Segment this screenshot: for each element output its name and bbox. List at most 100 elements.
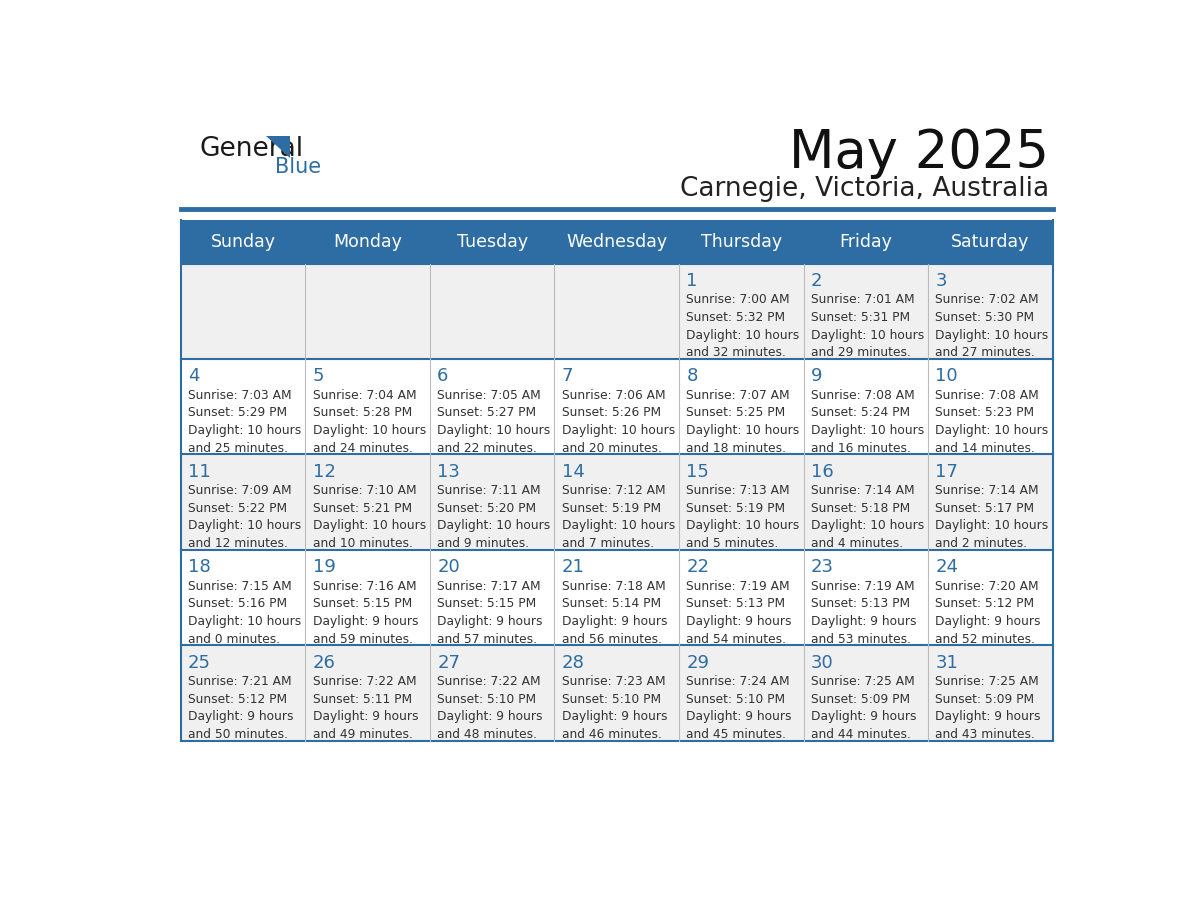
Text: Sunset: 5:31 PM: Sunset: 5:31 PM — [811, 311, 910, 324]
Text: Sunset: 5:09 PM: Sunset: 5:09 PM — [935, 692, 1035, 706]
FancyBboxPatch shape — [181, 454, 1053, 550]
Text: 2: 2 — [811, 272, 822, 290]
Text: 4: 4 — [188, 367, 200, 386]
Text: Sunrise: 7:07 AM: Sunrise: 7:07 AM — [687, 388, 790, 402]
Text: 10: 10 — [935, 367, 958, 386]
Text: Thursday: Thursday — [701, 232, 782, 251]
Text: 31: 31 — [935, 654, 959, 672]
Text: Sunset: 5:12 PM: Sunset: 5:12 PM — [188, 692, 287, 706]
Text: Daylight: 9 hours: Daylight: 9 hours — [687, 615, 792, 628]
Text: 20: 20 — [437, 558, 460, 577]
Text: and 18 minutes.: and 18 minutes. — [687, 442, 786, 454]
Text: May 2025: May 2025 — [789, 127, 1049, 179]
Text: 16: 16 — [811, 463, 834, 481]
FancyBboxPatch shape — [181, 359, 1053, 454]
Text: 18: 18 — [188, 558, 210, 577]
Text: Sunset: 5:13 PM: Sunset: 5:13 PM — [687, 598, 785, 610]
Text: and 12 minutes.: and 12 minutes. — [188, 537, 287, 550]
Text: and 49 minutes.: and 49 minutes. — [312, 728, 412, 741]
Text: Sunrise: 7:19 AM: Sunrise: 7:19 AM — [687, 579, 790, 592]
Text: Sunrise: 7:04 AM: Sunrise: 7:04 AM — [312, 388, 416, 402]
Text: 28: 28 — [562, 654, 584, 672]
Text: Daylight: 10 hours: Daylight: 10 hours — [188, 520, 302, 532]
Text: Sunset: 5:14 PM: Sunset: 5:14 PM — [562, 598, 661, 610]
Text: Daylight: 9 hours: Daylight: 9 hours — [562, 711, 668, 723]
Text: and 25 minutes.: and 25 minutes. — [188, 442, 289, 454]
Text: 15: 15 — [687, 463, 709, 481]
Text: Daylight: 9 hours: Daylight: 9 hours — [437, 711, 543, 723]
Text: Sunset: 5:12 PM: Sunset: 5:12 PM — [935, 598, 1035, 610]
Text: Daylight: 10 hours: Daylight: 10 hours — [687, 329, 800, 341]
Text: Daylight: 10 hours: Daylight: 10 hours — [687, 520, 800, 532]
Text: Sunrise: 7:05 AM: Sunrise: 7:05 AM — [437, 388, 541, 402]
Text: Daylight: 10 hours: Daylight: 10 hours — [935, 329, 1049, 341]
Text: Daylight: 10 hours: Daylight: 10 hours — [811, 329, 924, 341]
Text: Sunset: 5:26 PM: Sunset: 5:26 PM — [562, 407, 661, 420]
Text: Sunrise: 7:14 AM: Sunrise: 7:14 AM — [811, 484, 915, 497]
Text: Daylight: 10 hours: Daylight: 10 hours — [437, 520, 550, 532]
Text: and 22 minutes.: and 22 minutes. — [437, 442, 537, 454]
Text: Sunrise: 7:25 AM: Sunrise: 7:25 AM — [935, 675, 1040, 688]
Text: Sunset: 5:10 PM: Sunset: 5:10 PM — [437, 692, 536, 706]
Text: Sunset: 5:29 PM: Sunset: 5:29 PM — [188, 407, 287, 420]
FancyBboxPatch shape — [181, 219, 1053, 263]
Text: Sunrise: 7:06 AM: Sunrise: 7:06 AM — [562, 388, 665, 402]
Text: 30: 30 — [811, 654, 834, 672]
Text: Daylight: 9 hours: Daylight: 9 hours — [188, 711, 293, 723]
Text: and 52 minutes.: and 52 minutes. — [935, 633, 1036, 645]
Text: Sunset: 5:21 PM: Sunset: 5:21 PM — [312, 502, 412, 515]
Text: Sunset: 5:32 PM: Sunset: 5:32 PM — [687, 311, 785, 324]
Text: 14: 14 — [562, 463, 584, 481]
Text: Daylight: 10 hours: Daylight: 10 hours — [562, 424, 675, 437]
Text: and 56 minutes.: and 56 minutes. — [562, 633, 662, 645]
Text: and 45 minutes.: and 45 minutes. — [687, 728, 786, 741]
Text: and 32 minutes.: and 32 minutes. — [687, 346, 786, 359]
Text: and 54 minutes.: and 54 minutes. — [687, 633, 786, 645]
Text: 21: 21 — [562, 558, 584, 577]
Text: Sunset: 5:27 PM: Sunset: 5:27 PM — [437, 407, 536, 420]
Text: Sunrise: 7:02 AM: Sunrise: 7:02 AM — [935, 293, 1040, 307]
Text: and 50 minutes.: and 50 minutes. — [188, 728, 289, 741]
Text: Sunrise: 7:17 AM: Sunrise: 7:17 AM — [437, 579, 541, 592]
Text: Daylight: 9 hours: Daylight: 9 hours — [312, 711, 418, 723]
Text: 3: 3 — [935, 272, 947, 290]
Text: Sunset: 5:10 PM: Sunset: 5:10 PM — [562, 692, 661, 706]
Text: and 27 minutes.: and 27 minutes. — [935, 346, 1035, 359]
Text: Sunset: 5:13 PM: Sunset: 5:13 PM — [811, 598, 910, 610]
Text: Sunrise: 7:21 AM: Sunrise: 7:21 AM — [188, 675, 292, 688]
Text: Daylight: 10 hours: Daylight: 10 hours — [188, 424, 302, 437]
Text: and 5 minutes.: and 5 minutes. — [687, 537, 778, 550]
Text: and 10 minutes.: and 10 minutes. — [312, 537, 412, 550]
Text: Daylight: 10 hours: Daylight: 10 hours — [935, 520, 1049, 532]
Text: Sunset: 5:25 PM: Sunset: 5:25 PM — [687, 407, 785, 420]
Text: 1: 1 — [687, 272, 697, 290]
Text: Sunrise: 7:25 AM: Sunrise: 7:25 AM — [811, 675, 915, 688]
Text: Daylight: 9 hours: Daylight: 9 hours — [312, 615, 418, 628]
Text: Daylight: 10 hours: Daylight: 10 hours — [312, 520, 425, 532]
Text: and 48 minutes.: and 48 minutes. — [437, 728, 537, 741]
Text: 9: 9 — [811, 367, 822, 386]
Text: Daylight: 10 hours: Daylight: 10 hours — [312, 424, 425, 437]
Text: and 46 minutes.: and 46 minutes. — [562, 728, 662, 741]
Text: Monday: Monday — [333, 232, 402, 251]
Text: Sunrise: 7:24 AM: Sunrise: 7:24 AM — [687, 675, 790, 688]
Text: Daylight: 10 hours: Daylight: 10 hours — [935, 424, 1049, 437]
Text: 7: 7 — [562, 367, 574, 386]
Text: Sunrise: 7:01 AM: Sunrise: 7:01 AM — [811, 293, 915, 307]
Text: and 57 minutes.: and 57 minutes. — [437, 633, 537, 645]
Text: Daylight: 10 hours: Daylight: 10 hours — [188, 615, 302, 628]
Text: and 24 minutes.: and 24 minutes. — [312, 442, 412, 454]
Text: Friday: Friday — [840, 232, 892, 251]
Text: and 2 minutes.: and 2 minutes. — [935, 537, 1028, 550]
Text: Sunrise: 7:16 AM: Sunrise: 7:16 AM — [312, 579, 416, 592]
Text: 26: 26 — [312, 654, 335, 672]
Text: Sunset: 5:17 PM: Sunset: 5:17 PM — [935, 502, 1035, 515]
Text: 23: 23 — [811, 558, 834, 577]
Text: and 20 minutes.: and 20 minutes. — [562, 442, 662, 454]
Text: Daylight: 9 hours: Daylight: 9 hours — [935, 711, 1041, 723]
Text: and 59 minutes.: and 59 minutes. — [312, 633, 412, 645]
Text: Sunrise: 7:09 AM: Sunrise: 7:09 AM — [188, 484, 292, 497]
Text: Sunset: 5:11 PM: Sunset: 5:11 PM — [312, 692, 412, 706]
Text: 13: 13 — [437, 463, 460, 481]
Text: Sunrise: 7:00 AM: Sunrise: 7:00 AM — [687, 293, 790, 307]
